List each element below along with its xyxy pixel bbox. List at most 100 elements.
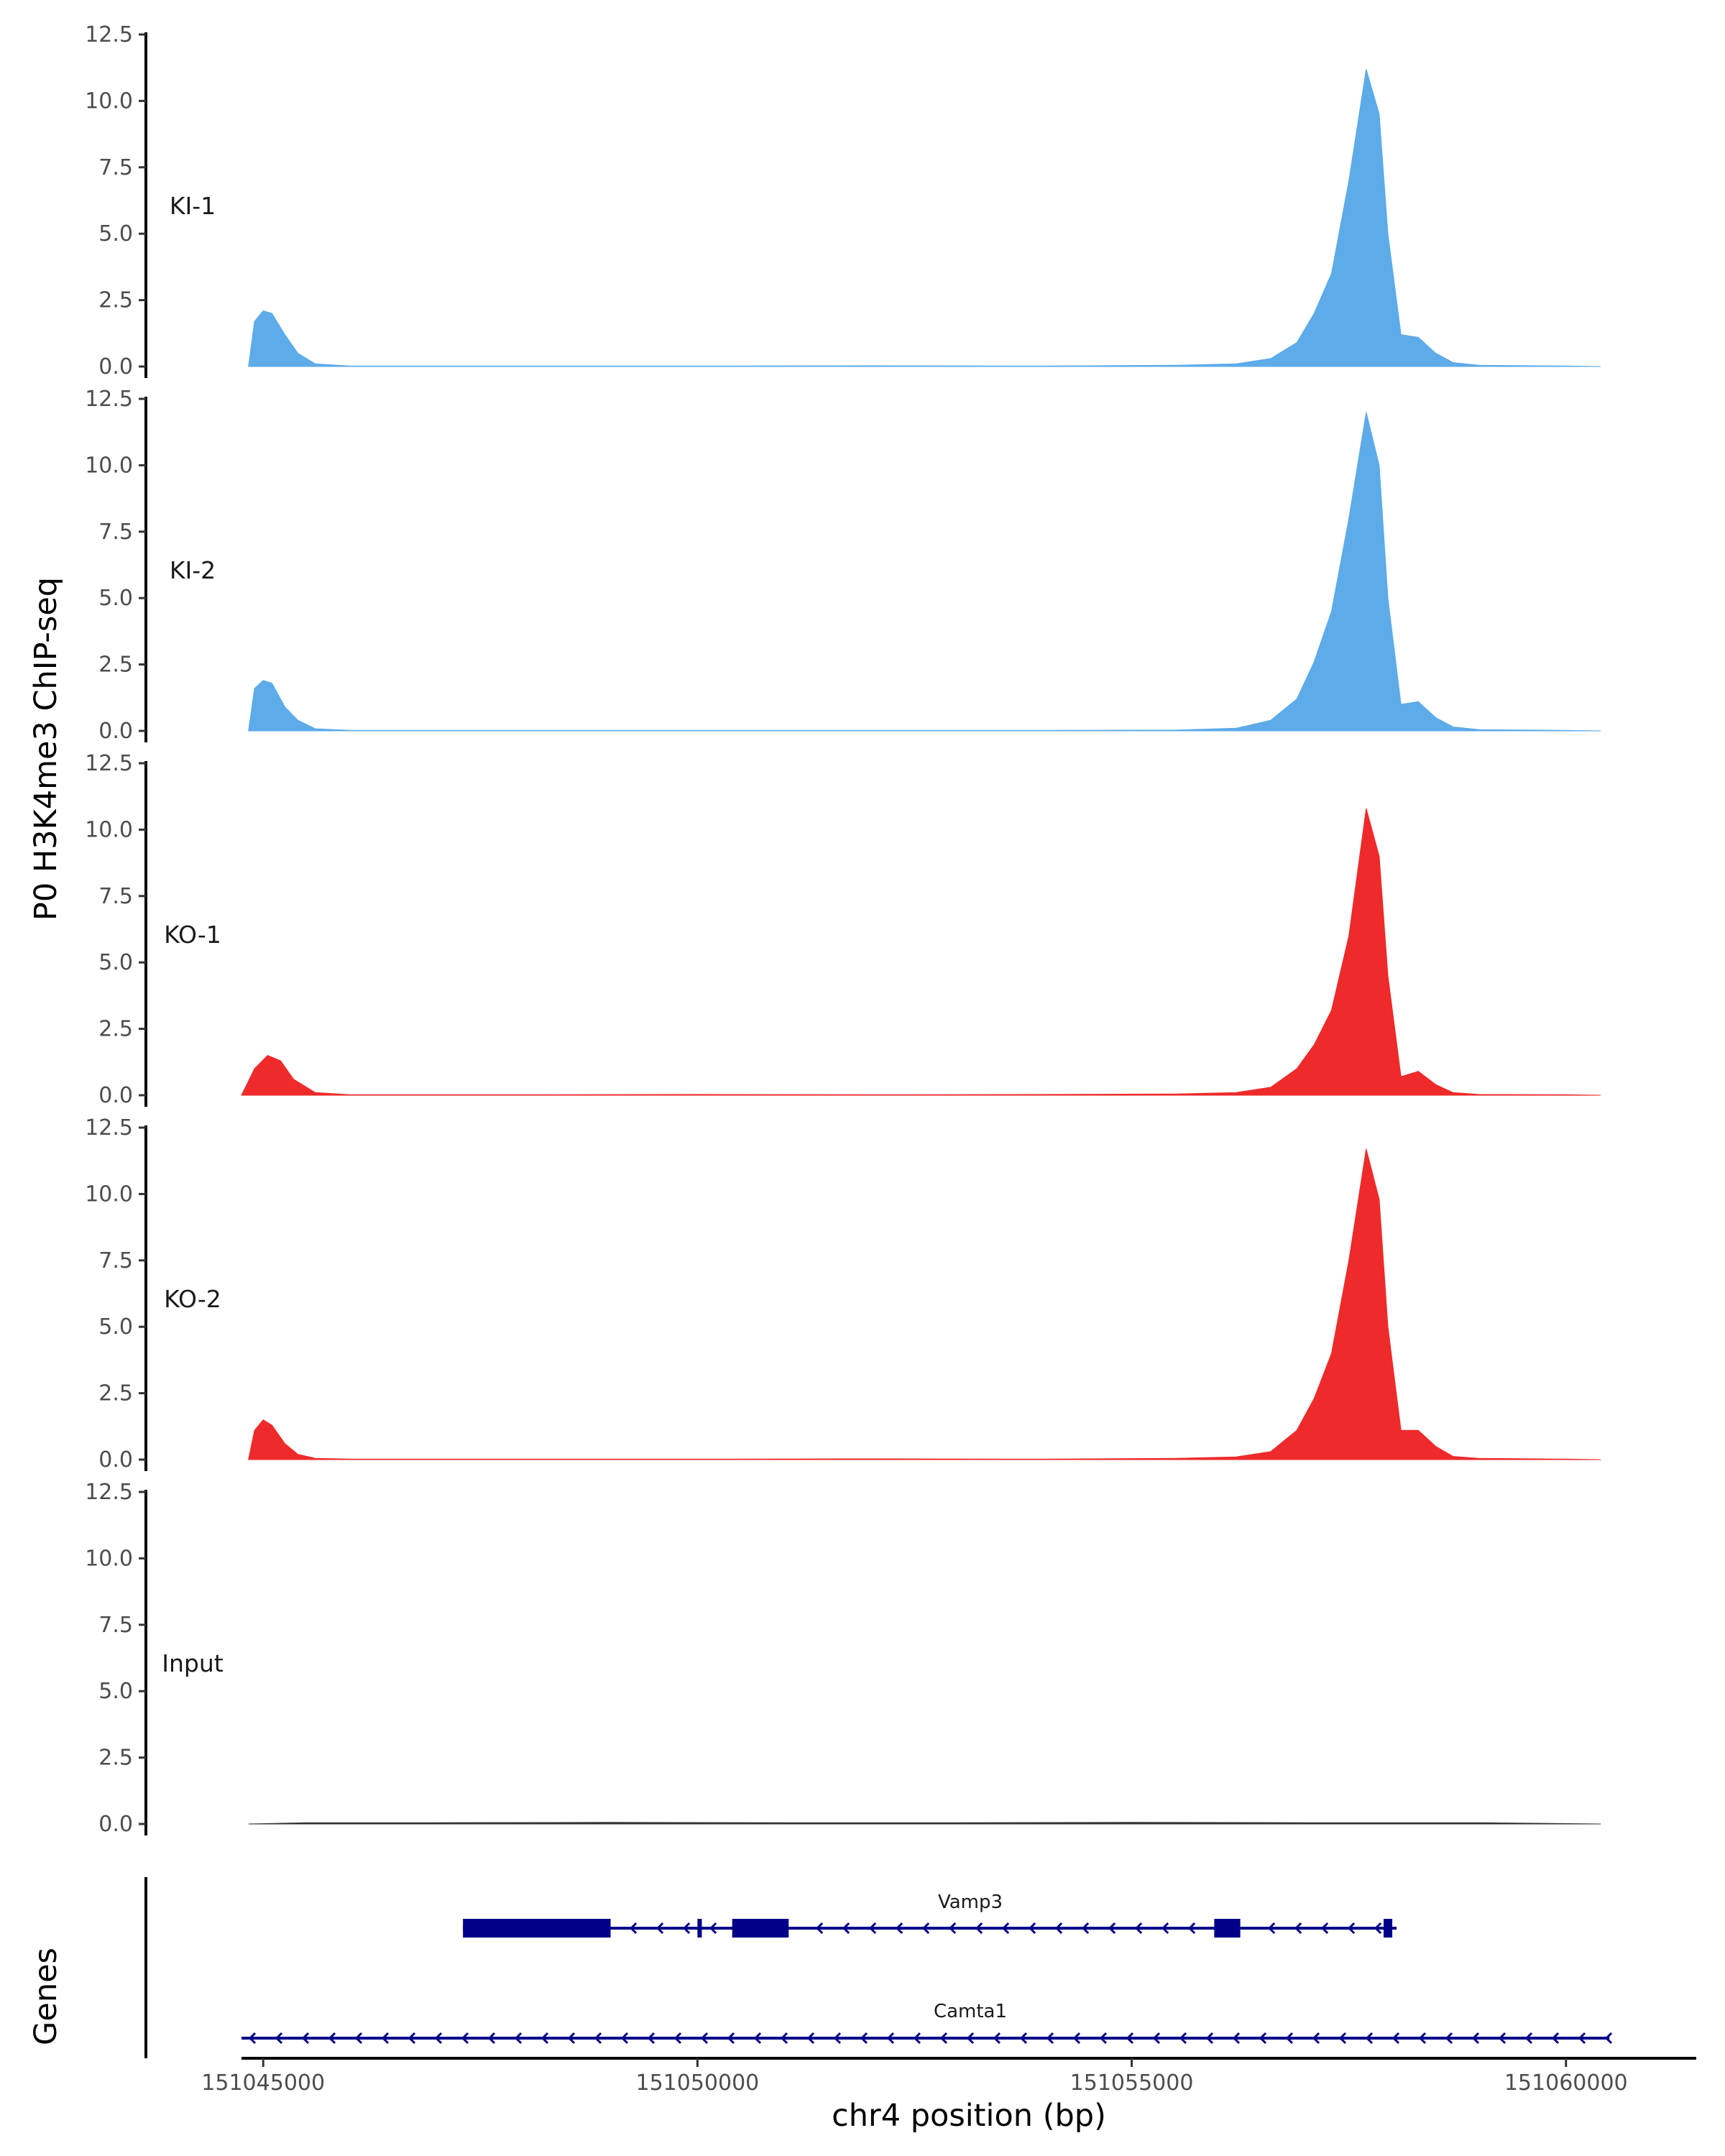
strand-arrow xyxy=(408,2032,416,2045)
strand-arrow xyxy=(1108,1922,1116,1935)
strand-arrow xyxy=(753,2032,762,2045)
strand-arrow xyxy=(949,1922,957,1935)
y-tick-label: 5.0 xyxy=(98,221,133,247)
y-tick-label: 0.0 xyxy=(98,1447,133,1473)
genes-layer: Vamp3 Camta1 xyxy=(144,1877,1613,2058)
y-tick-label: 0.0 xyxy=(98,719,133,744)
y-tick-label: 0.0 xyxy=(98,1083,133,1108)
exon xyxy=(732,1919,789,1938)
strand-arrow xyxy=(1019,2032,1028,2045)
y-tick-label: 2.5 xyxy=(98,1381,133,1406)
y-tick-label: 2.5 xyxy=(98,1017,133,1042)
strand-arrow xyxy=(461,2032,469,2045)
strand-arrow xyxy=(594,2032,602,2045)
strand-arrow xyxy=(1348,1922,1356,1935)
y-tick-label: 2.5 xyxy=(98,1746,133,1771)
exon xyxy=(1383,1919,1393,1938)
strand-arrow xyxy=(1259,2032,1267,2045)
strand-arrow xyxy=(922,1922,930,1935)
y-tick-label: 2.5 xyxy=(98,653,133,678)
strand-arrow xyxy=(1578,2032,1586,2045)
strand-arrow xyxy=(1072,2032,1081,2045)
track-label-ki-1: KI-1 xyxy=(170,192,216,220)
y-tick-label: 7.5 xyxy=(98,1613,133,1638)
y-tick-label: 12.5 xyxy=(85,387,133,412)
y-tick-label: 10.0 xyxy=(85,1181,133,1207)
strand-arrow xyxy=(860,2032,868,2045)
strand-arrow xyxy=(1152,2032,1161,2045)
y-tick-label: 2.5 xyxy=(98,288,133,313)
strand-arrow xyxy=(540,2032,549,2045)
strand-arrow xyxy=(1046,2032,1054,2045)
strand-arrow xyxy=(1002,1922,1010,1935)
gene-label-camta1: Camta1 xyxy=(934,2001,1007,2022)
strand-arrow xyxy=(1162,1922,1169,1935)
strand-arrow xyxy=(939,2032,948,2045)
strand-arrow xyxy=(1055,1922,1063,1935)
strand-arrow xyxy=(1285,2032,1294,2045)
track-ki-1: 0.0 2.5 5.0 7.5 10.0 12.5 KI-1 xyxy=(85,22,1601,379)
gene-label-vamp3: Vamp3 xyxy=(938,1892,1003,1913)
strand-arrow xyxy=(727,2032,735,2045)
strand-arrow xyxy=(673,2032,682,2045)
strand-arrow xyxy=(1029,1922,1036,1935)
signal-area-ki-1 xyxy=(248,68,1601,367)
y-tick-label: 5.0 xyxy=(98,1679,133,1704)
y-tick-label: 10.0 xyxy=(85,88,133,114)
strand-arrow xyxy=(1135,1922,1143,1935)
y-tick-label: 7.5 xyxy=(98,520,133,545)
strand-arrow xyxy=(514,2032,523,2045)
y-tick-label: 10.0 xyxy=(85,453,133,478)
strand-arrow xyxy=(1604,2032,1613,2045)
y-tick-label: 0.0 xyxy=(98,1812,133,1837)
strand-arrow xyxy=(1374,1922,1382,1935)
exon xyxy=(1214,1919,1241,1938)
strand-arrow xyxy=(1294,1922,1302,1935)
strand-arrow xyxy=(487,2032,496,2045)
x-axis-title: chr4 position (bp) xyxy=(832,2098,1106,2134)
strand-arrow xyxy=(913,2032,921,2045)
strand-arrow xyxy=(1126,2032,1134,2045)
gene-camta1: Camta1 xyxy=(242,2001,1613,2045)
strand-arrow xyxy=(620,2032,629,2045)
strand-arrow xyxy=(1392,2032,1400,2045)
y-tick-label: 12.5 xyxy=(85,751,133,776)
strand-arrow xyxy=(966,2032,975,2045)
strand-arrow xyxy=(975,1922,983,1935)
strand-arrow xyxy=(683,1922,691,1935)
x-axis: 151045000 151050000 151055000 151060000 xyxy=(201,2057,1696,2096)
strand-arrow xyxy=(328,2032,336,2045)
y-tick-label: 12.5 xyxy=(85,1480,133,1505)
y-tick-label: 10.0 xyxy=(85,817,133,842)
x-tick-label: 151060000 xyxy=(1504,2070,1628,2096)
tracks-layer: 0.0 2.5 5.0 7.5 10.0 12.5 KI-1 0.0 2.5 5.0 7.5 10.0… xyxy=(85,22,1601,1837)
strand-arrow xyxy=(275,2032,283,2045)
strand-arrow xyxy=(1365,2032,1374,2045)
strand-arrow xyxy=(709,1922,717,1935)
strand-arrow xyxy=(1099,2032,1108,2045)
strand-arrow xyxy=(993,2032,1001,2045)
strand-arrow xyxy=(301,2032,310,2045)
track-label-ko-2: KO-2 xyxy=(164,1285,221,1313)
track-label-ko-1: KO-1 xyxy=(164,921,221,949)
strand-arrow xyxy=(780,2032,788,2045)
strand-arrow xyxy=(1188,1922,1196,1935)
signal-area-input xyxy=(248,1822,1601,1825)
strand-arrow xyxy=(833,2032,842,2045)
strand-arrow xyxy=(381,2032,390,2045)
track-label-ki-2: KI-2 xyxy=(170,556,216,584)
strand-arrow xyxy=(434,2032,443,2045)
strand-arrow xyxy=(354,2032,363,2045)
strand-arrow xyxy=(647,2032,656,2045)
y-axis-title: P0 H3K4me3 ChIP-seq xyxy=(28,577,64,921)
genes-axis-title: Genes xyxy=(28,1948,64,2045)
y-tick-label: 12.5 xyxy=(85,22,133,47)
strand-arrow xyxy=(869,1922,877,1935)
y-tick-label: 10.0 xyxy=(85,1546,133,1571)
x-tick-label: 151045000 xyxy=(201,2070,325,2096)
y-tick-label: 5.0 xyxy=(98,586,133,611)
y-tick-label: 0.0 xyxy=(98,354,133,379)
strand-arrow xyxy=(1445,2032,1453,2045)
exon xyxy=(463,1919,611,1938)
